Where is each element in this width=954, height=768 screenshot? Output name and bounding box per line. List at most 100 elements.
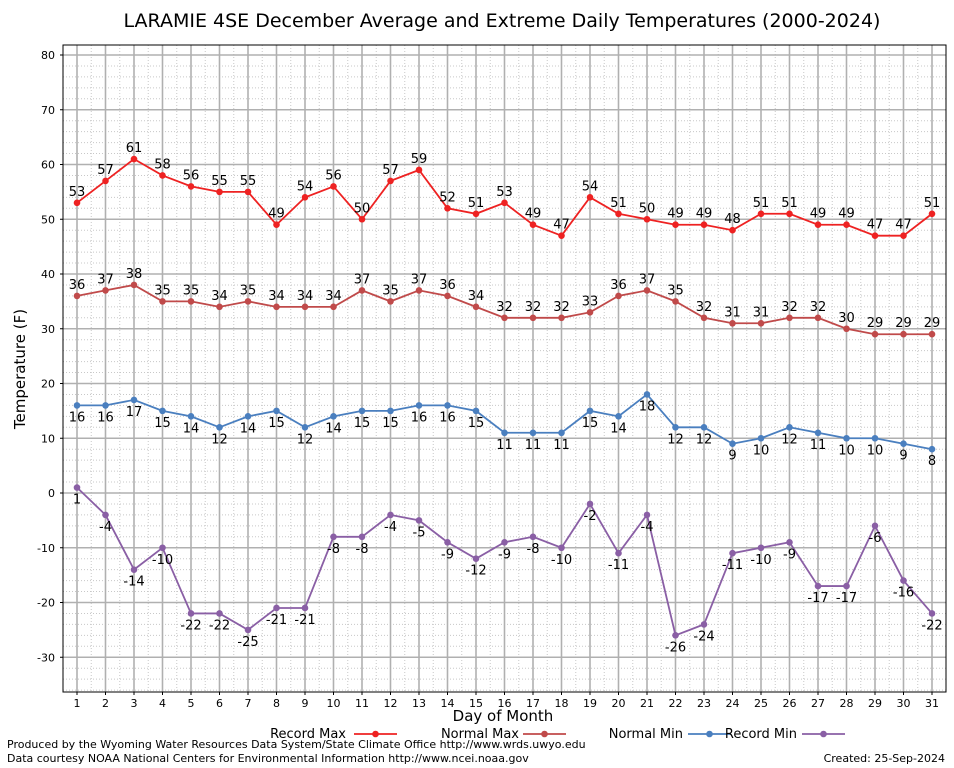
x-tick-label: 31	[925, 697, 939, 710]
record-min-point	[330, 533, 337, 541]
record-max-value-label: 53	[496, 185, 513, 200]
record-min-point	[159, 544, 166, 552]
record-max-value-label: 49	[838, 207, 855, 222]
normal-max-point	[586, 309, 594, 316]
x-tick-label: 4	[159, 697, 166, 710]
normal-max-value-label: 36	[439, 278, 456, 293]
record-min-value-label: -11	[608, 558, 629, 573]
normal-min-point	[672, 424, 679, 431]
legend-marker-record-max	[372, 730, 379, 738]
record-max-point	[700, 221, 708, 229]
record-max-point	[586, 194, 594, 201]
normal-max-value-label: 37	[411, 272, 428, 287]
record-max-point	[244, 188, 252, 196]
normal-min-point	[757, 434, 765, 442]
x-tick-label: 29	[868, 697, 882, 710]
legend-marker-normal-min	[706, 730, 713, 738]
record-max-point	[159, 172, 166, 179]
record-min-point	[301, 604, 309, 612]
normal-max-point	[643, 287, 651, 294]
record-min-value-label: -21	[266, 613, 287, 628]
record-max-point	[814, 221, 822, 229]
legend-label-record-min: Record Min	[725, 727, 797, 742]
record-min-point	[757, 544, 765, 552]
normal-max-point	[273, 303, 280, 311]
normal-min-value-label: 14	[240, 421, 257, 436]
normal-max-point	[615, 292, 622, 300]
record-min-point	[130, 566, 138, 573]
normal-max-value-label: 34	[468, 289, 485, 304]
record-min-point	[871, 522, 879, 530]
record-min-point	[558, 544, 565, 552]
record-min-value-label: -17	[807, 591, 828, 606]
x-tick-label: 12	[384, 697, 398, 710]
normal-min-point	[330, 413, 337, 420]
record-max-point	[216, 188, 223, 196]
normal-max-point	[301, 303, 309, 311]
normal-max-point	[73, 292, 81, 300]
record-min-point	[102, 511, 109, 519]
x-tick-label: 6	[216, 697, 223, 710]
record-min-value-label: -22	[209, 618, 230, 633]
normal-max-point	[216, 303, 223, 311]
record-max-point	[130, 155, 138, 163]
y-tick-label: 20	[41, 378, 55, 391]
normal-max-value-label: 32	[810, 300, 827, 315]
normal-max-point	[871, 330, 879, 338]
normal-max-value-label: 36	[610, 278, 627, 293]
normal-max-value-label: 32	[553, 300, 570, 315]
record-max-value-label: 56	[183, 168, 200, 183]
normal-min-value-label: 10	[838, 443, 855, 458]
normal-max-point	[472, 303, 480, 311]
normal-min-point	[102, 402, 109, 409]
normal-max-value-label: 31	[753, 305, 770, 320]
x-tick-label: 22	[669, 697, 683, 710]
record-max-value-label: 57	[97, 163, 114, 178]
normal-min-point	[301, 424, 309, 431]
normal-min-value-label: 14	[183, 421, 200, 436]
normal-min-point	[814, 429, 822, 437]
normal-min-point	[501, 429, 508, 437]
normal-min-value-label: 11	[496, 438, 513, 453]
record-max-value-label: 49	[696, 207, 713, 222]
record-max-point	[615, 210, 622, 218]
record-min-point	[900, 577, 907, 584]
x-tick-label: 7	[245, 697, 252, 710]
chart-title: LARAMIE 4SE December Average and Extreme…	[124, 10, 881, 32]
footer-producer: Produced by the Wyoming Water Resources …	[7, 738, 586, 751]
y-tick-label: 60	[41, 159, 55, 172]
record-min-value-label: -22	[921, 618, 942, 633]
normal-max-value-label: 29	[924, 316, 941, 331]
normal-min-point	[273, 407, 280, 415]
record-max-point	[757, 210, 765, 218]
normal-max-point	[757, 319, 765, 327]
record-max-point	[73, 199, 81, 207]
record-min-value-label: -26	[665, 640, 686, 655]
record-min-point	[387, 511, 394, 519]
normal-min-value-label: 12	[781, 432, 798, 447]
x-axis-label: Day of Month	[453, 707, 554, 725]
record-max-point	[330, 183, 337, 190]
x-tick-label: 19	[583, 697, 597, 710]
normal-max-point	[814, 314, 822, 322]
normal-min-point	[729, 440, 736, 448]
record-max-point	[187, 183, 195, 190]
record-min-point	[786, 538, 793, 546]
normal-max-value-label: 34	[211, 289, 228, 304]
legend: Record Max Normal Max Normal Min Record Min	[270, 727, 845, 742]
normal-max-value-label: 34	[325, 289, 342, 304]
record-min-point	[615, 549, 622, 557]
x-tick-label: 3	[131, 697, 138, 710]
record-max-point	[529, 221, 537, 229]
normal-min-value-label: 15	[382, 416, 399, 431]
normal-max-point	[187, 298, 195, 305]
normal-max-point	[700, 314, 708, 322]
x-tick-label: 24	[726, 697, 740, 710]
normal-max-value-label: 35	[154, 283, 171, 298]
record-max-value-label: 58	[154, 157, 171, 172]
normal-min-value-label: 14	[610, 421, 627, 436]
record-min-value-label: -2	[584, 509, 597, 524]
record-min-point	[444, 538, 451, 546]
